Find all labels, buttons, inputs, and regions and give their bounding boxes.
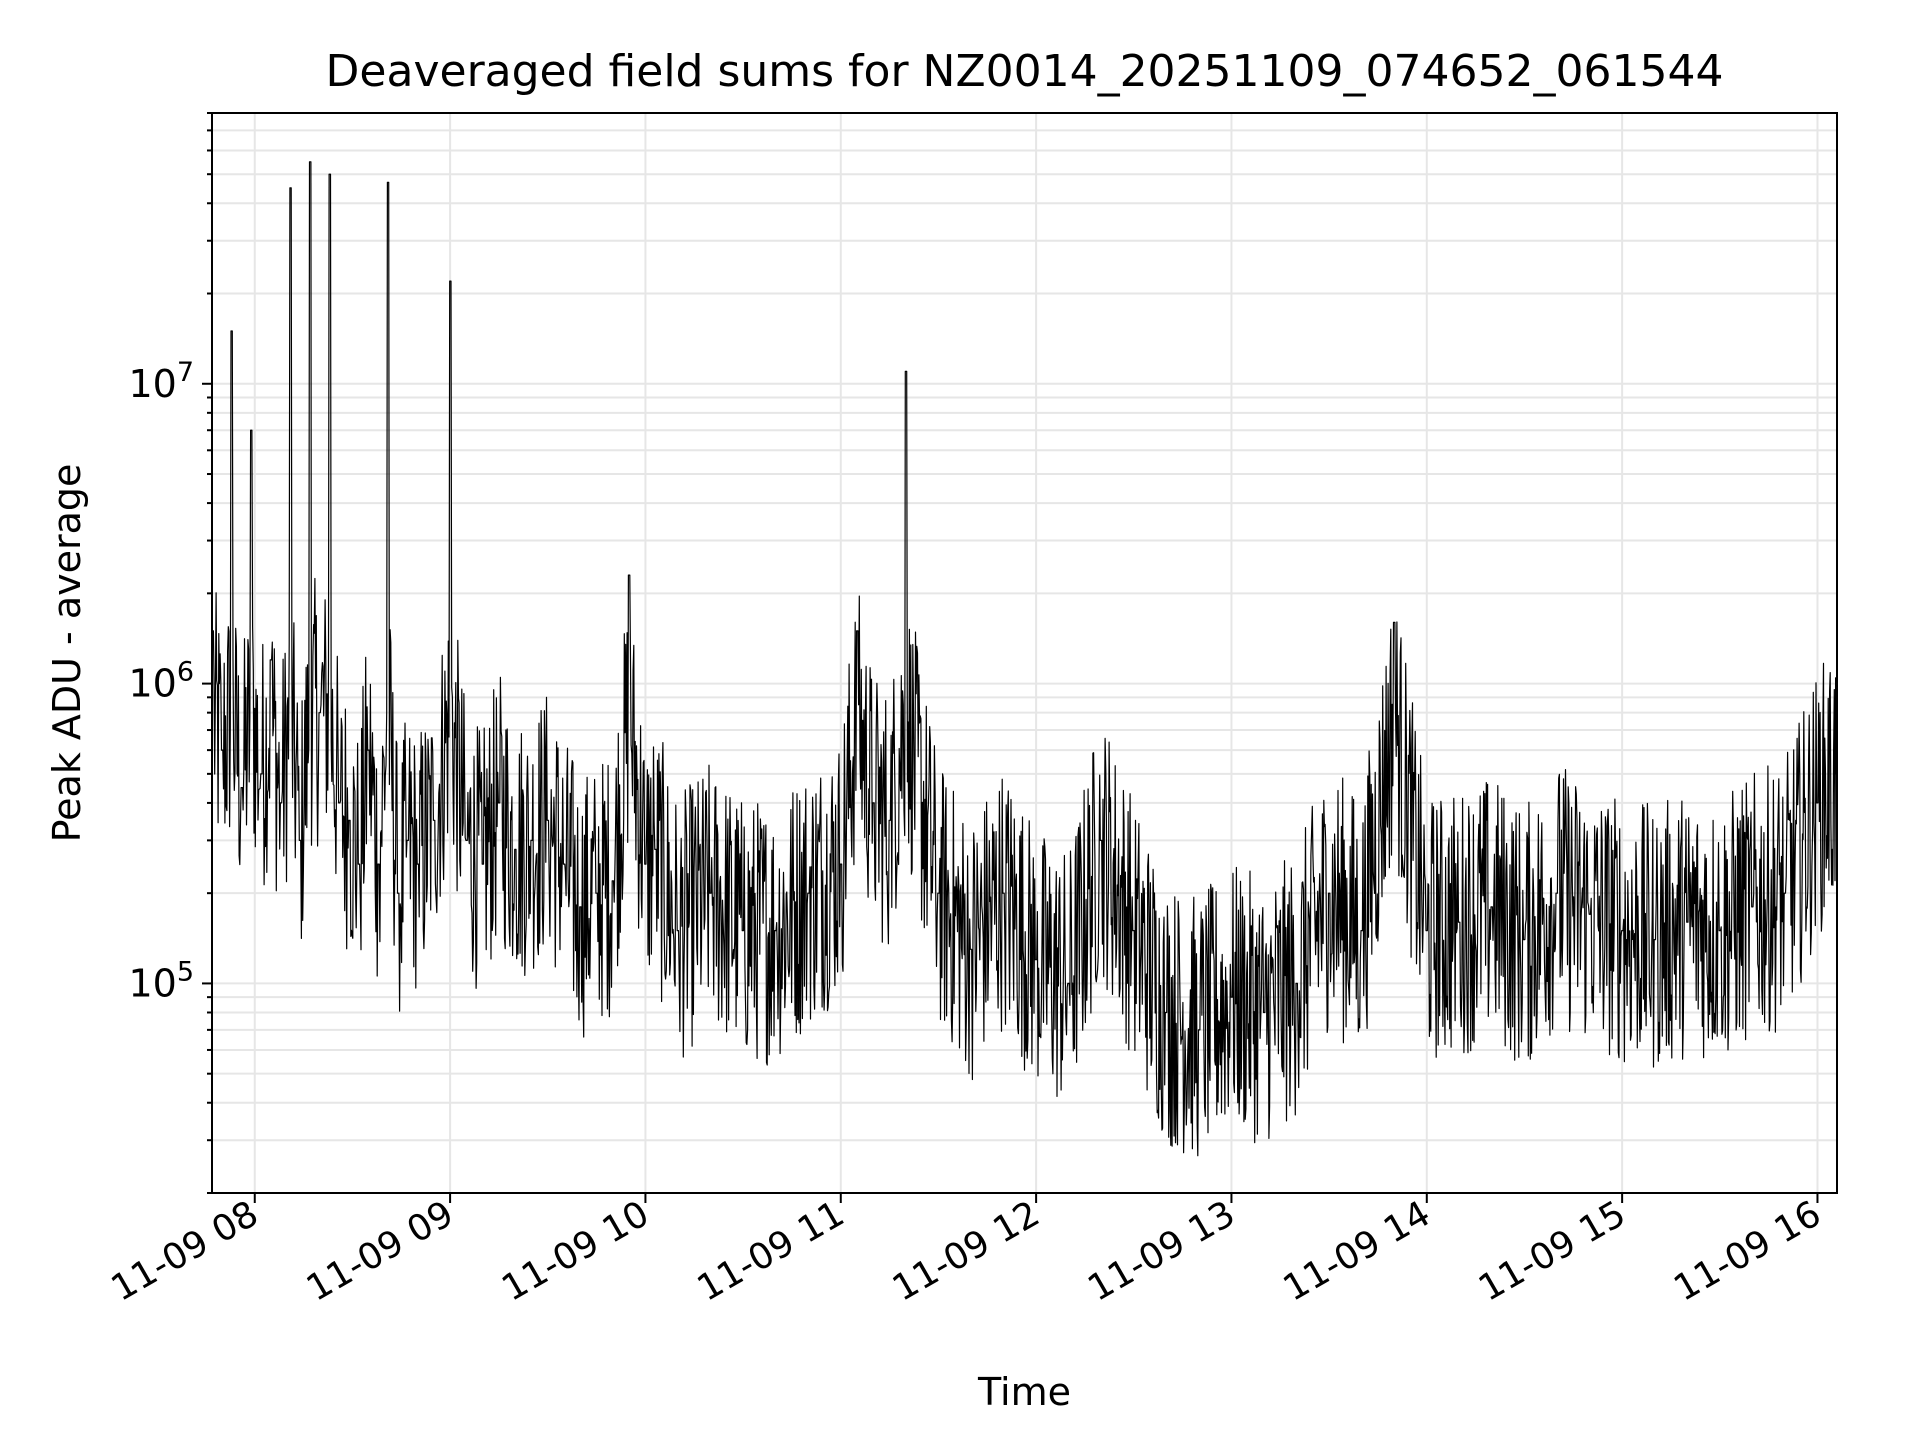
y-tick-label: 106 xyxy=(128,657,194,706)
series-layer xyxy=(212,161,1837,1157)
y-tick-base: 10 xyxy=(128,961,176,1005)
y-tick-base: 10 xyxy=(128,662,176,706)
y-tick-exponent: 7 xyxy=(177,357,194,388)
y-tick-exponent: 6 xyxy=(177,657,194,688)
plot-frame xyxy=(211,112,1838,1194)
x-axis-label: Time xyxy=(977,1370,1071,1414)
chart-title: Deaveraged field sums for NZ0014_2025110… xyxy=(326,46,1724,97)
series-line xyxy=(212,161,1837,1157)
y-tick-base: 10 xyxy=(128,362,176,406)
y-axis-label: Peak ADU - average xyxy=(45,464,89,843)
y-tick-exponent: 5 xyxy=(177,956,194,987)
y-tick-label: 105 xyxy=(128,956,194,1005)
y-tick-label: 107 xyxy=(128,357,194,406)
tick-marks xyxy=(202,112,1819,1203)
